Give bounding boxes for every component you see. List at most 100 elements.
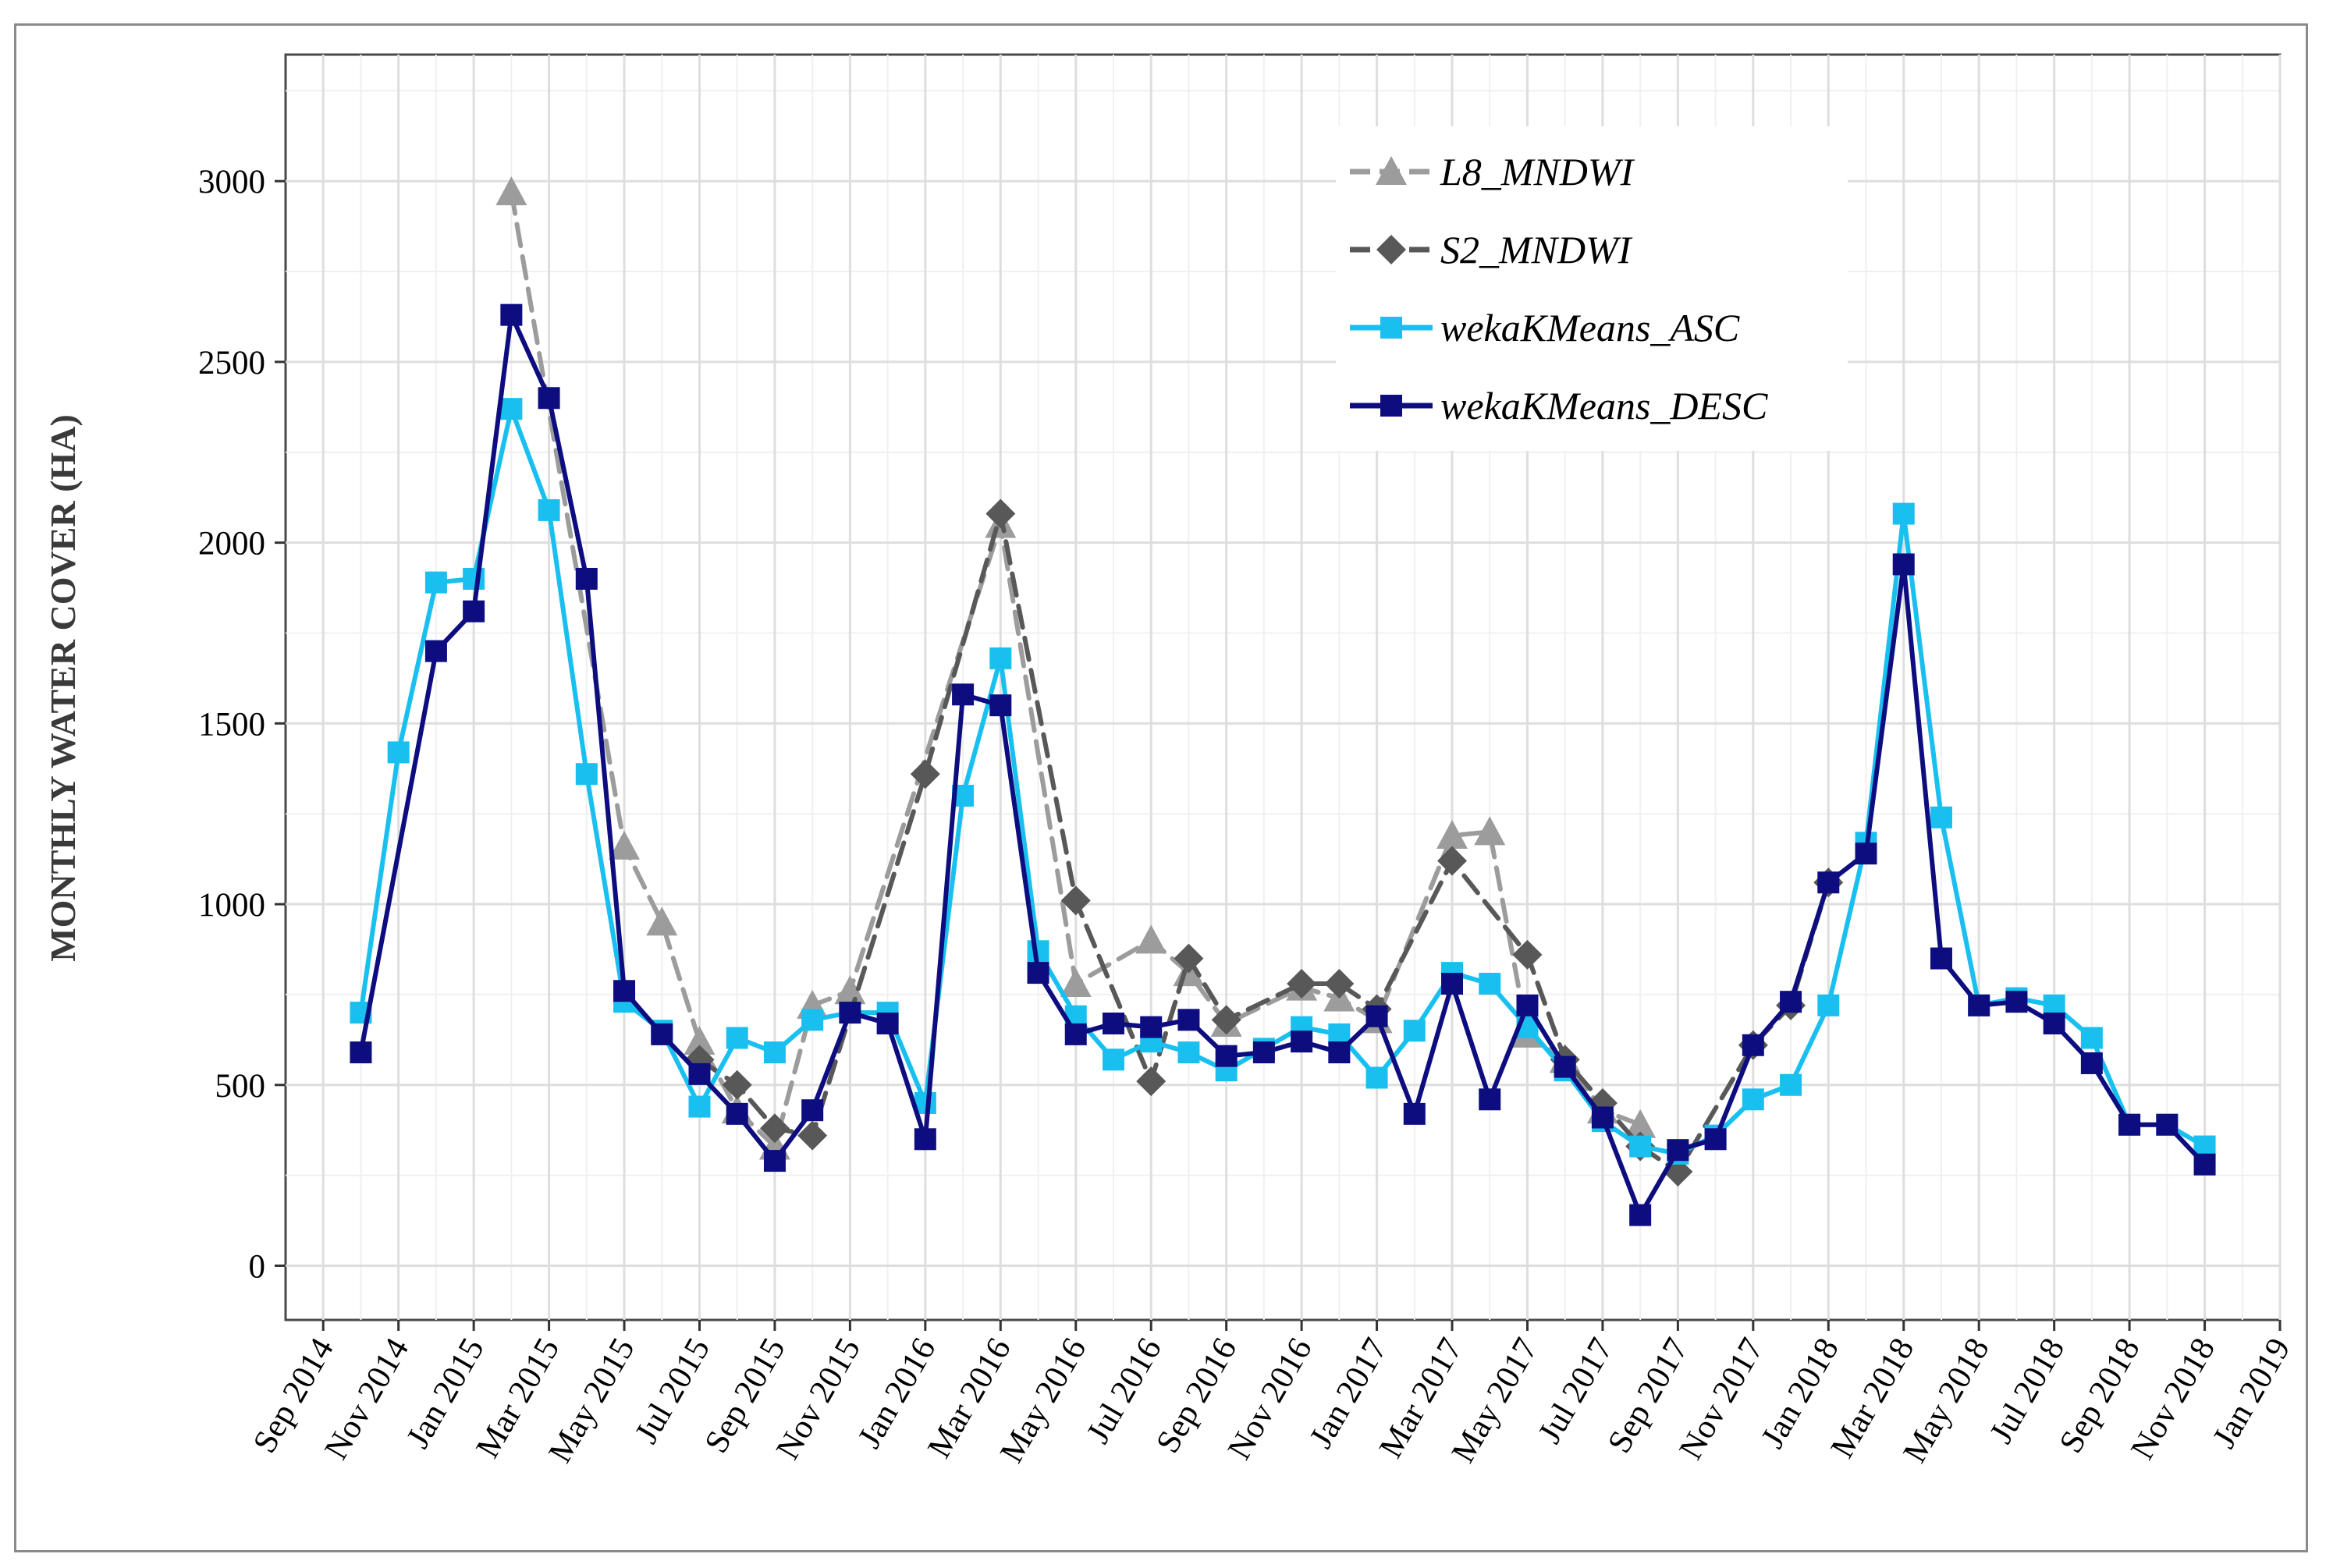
data-point-s2-mndwi xyxy=(1324,969,1355,999)
legend-item-s2-mndwi: S2_MNDWI xyxy=(1350,228,1633,271)
data-point-s2-mndwi xyxy=(1437,846,1468,876)
data-point-wekakmeans-asc xyxy=(387,741,410,764)
data-point-l8-mndwi xyxy=(1474,816,1506,846)
data-point-s2-mndwi xyxy=(985,498,1016,529)
data-point-wekakmeans-desc xyxy=(424,640,447,662)
legend-marker xyxy=(1376,156,1407,185)
data-point-wekakmeans-asc xyxy=(575,763,598,786)
data-point-l8-mndwi xyxy=(1135,924,1167,954)
data-point-wekakmeans-desc xyxy=(1365,1005,1388,1027)
data-point-wekakmeans-desc xyxy=(952,683,975,706)
data-point-l8-mndwi xyxy=(1625,1109,1657,1138)
data-point-wekakmeans-desc xyxy=(613,980,636,1002)
data-point-wekakmeans-desc xyxy=(1554,1055,1576,1078)
plot-panel xyxy=(284,53,2282,1321)
data-point-wekakmeans-desc xyxy=(1704,1128,1727,1151)
data-point-wekakmeans-asc xyxy=(1365,1066,1388,1089)
y-axis-title: MONTHLY WATER COVER (HA) xyxy=(43,414,83,962)
data-point-wekakmeans-desc xyxy=(1215,1045,1238,1067)
legend-item-wekakmeans-desc: wekaKMeans_DESC xyxy=(1350,384,1768,427)
data-point-wekakmeans-desc xyxy=(651,1023,673,1045)
data-point-wekakmeans-desc xyxy=(839,1002,861,1024)
legend-item-l8-mndwi: L8_MNDWI xyxy=(1350,150,1635,193)
legend-label: wekaKMeans_DESC xyxy=(1440,384,1768,427)
legend-marker xyxy=(1380,395,1402,417)
data-point-wekakmeans-asc xyxy=(538,498,560,521)
data-point-wekakmeans-asc xyxy=(1479,973,1501,995)
data-point-wekakmeans-desc xyxy=(726,1102,748,1125)
data-point-wekakmeans-asc xyxy=(989,647,1012,669)
data-point-wekakmeans-desc xyxy=(1291,1031,1313,1053)
y-tick-label: 500 xyxy=(215,1068,266,1105)
data-point-wekakmeans-asc xyxy=(1817,994,1840,1016)
data-point-l8-mndwi xyxy=(495,176,527,206)
series-wekakmeans-desc xyxy=(350,303,2216,1226)
y-tick-label: 1500 xyxy=(198,706,265,743)
data-point-wekakmeans-desc xyxy=(463,600,485,623)
data-point-wekakmeans-asc xyxy=(1780,1073,1802,1096)
data-point-wekakmeans-asc xyxy=(763,1041,786,1064)
data-point-wekakmeans-desc xyxy=(1441,973,1464,995)
major-gridlines xyxy=(286,55,2282,1320)
data-point-wekakmeans-desc xyxy=(2193,1153,2216,1176)
data-point-wekakmeans-asc xyxy=(2080,1027,2103,1049)
data-point-wekakmeans-desc xyxy=(2043,1012,2065,1034)
data-point-wekakmeans-desc xyxy=(1328,1041,1351,1064)
data-point-wekakmeans-desc xyxy=(1140,1016,1163,1038)
data-point-wekakmeans-desc xyxy=(989,694,1012,717)
data-point-l8-mndwi xyxy=(684,1026,716,1055)
data-point-wekakmeans-desc xyxy=(2156,1113,2179,1136)
data-point-wekakmeans-asc xyxy=(1742,1088,1764,1111)
data-point-wekakmeans-asc xyxy=(463,567,485,590)
data-point-wekakmeans-desc xyxy=(1892,553,1915,576)
y-tick-label: 2000 xyxy=(198,526,265,562)
data-point-l8-mndwi xyxy=(1436,820,1468,850)
legend: L8_MNDWI S2_MNDWI wekaKMeans_ASC wekaKMeans… xyxy=(1336,126,1848,451)
data-point-wekakmeans-desc xyxy=(2080,1052,2103,1074)
data-point-wekakmeans-asc xyxy=(424,571,447,594)
data-point-wekakmeans-desc xyxy=(1629,1204,1652,1226)
data-point-wekakmeans-desc xyxy=(1817,871,1840,894)
y-axis: 0 500 1000 1500 2000 2500 3000 xyxy=(198,164,286,1285)
data-point-s2-mndwi xyxy=(910,759,940,789)
data-point-wekakmeans-desc xyxy=(801,1099,824,1122)
data-point-l8-mndwi xyxy=(609,830,641,860)
data-point-wekakmeans-desc xyxy=(2005,991,2028,1013)
figure-frame xyxy=(14,23,2308,1552)
data-point-wekakmeans-desc xyxy=(1516,994,1539,1016)
legend-item-wekakmeans-asc: wekaKMeans_ASC xyxy=(1350,306,1740,349)
data-point-wekakmeans-desc xyxy=(1479,1088,1501,1111)
data-point-s2-mndwi xyxy=(722,1070,752,1100)
data-point-s2-mndwi xyxy=(1512,939,1543,970)
data-point-wekakmeans-desc xyxy=(1064,1023,1087,1045)
data-point-wekakmeans-asc xyxy=(1403,1020,1426,1042)
data-point-wekakmeans-desc xyxy=(2118,1113,2141,1136)
data-point-s2-mndwi xyxy=(1211,1005,1241,1035)
data-point-wekakmeans-desc xyxy=(1027,962,1049,984)
data-point-wekakmeans-desc xyxy=(1968,994,1990,1016)
legend-label: L8_MNDWI xyxy=(1440,150,1635,193)
data-point-wekakmeans-desc xyxy=(575,567,598,590)
data-point-l8-mndwi xyxy=(1060,968,1092,998)
data-point-s2-mndwi xyxy=(759,1113,790,1144)
data-point-wekakmeans-desc xyxy=(1930,947,1952,970)
y-tick-label: 0 xyxy=(249,1248,266,1285)
legend-label: wekaKMeans_ASC xyxy=(1440,306,1740,349)
data-point-wekakmeans-asc xyxy=(1177,1041,1200,1064)
series-line-s2-mndwi xyxy=(697,511,1831,1174)
legend-marker xyxy=(1380,317,1402,339)
data-point-wekakmeans-desc xyxy=(1591,1106,1614,1129)
data-point-wekakmeans-asc xyxy=(801,1009,824,1031)
data-point-wekakmeans-asc xyxy=(1629,1135,1652,1158)
data-point-wekakmeans-desc xyxy=(1742,1034,1764,1056)
data-point-wekakmeans-desc xyxy=(763,1150,786,1172)
y-tick-label: 1000 xyxy=(198,887,265,924)
data-point-s2-mndwi xyxy=(797,1120,828,1151)
data-point-wekakmeans-asc xyxy=(726,1027,748,1049)
data-point-wekakmeans-desc xyxy=(500,303,523,326)
data-point-l8-mndwi xyxy=(646,906,678,936)
data-point-wekakmeans-desc xyxy=(1403,1102,1426,1125)
legend-marker xyxy=(1376,235,1406,264)
